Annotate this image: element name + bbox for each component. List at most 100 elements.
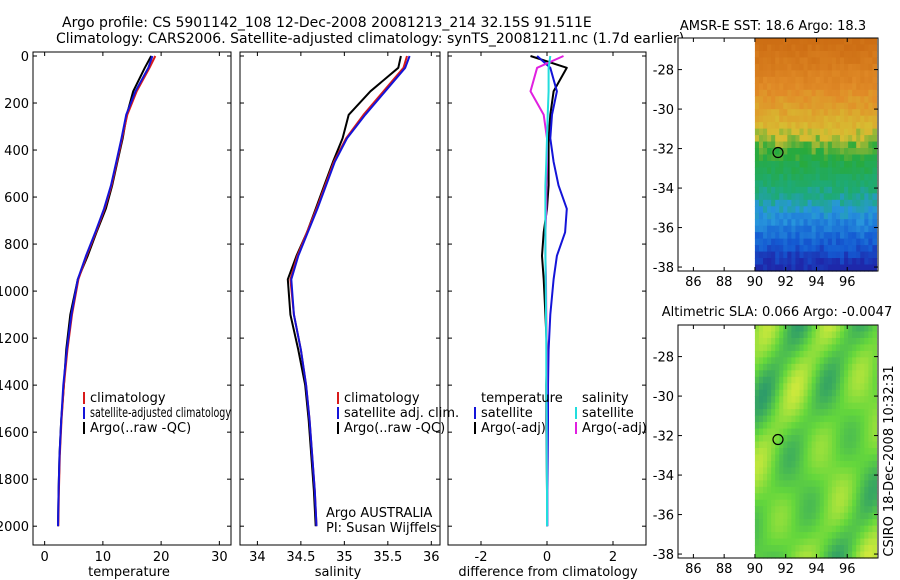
map-cell — [852, 173, 857, 181]
map-cell — [811, 251, 817, 259]
map-cell — [848, 467, 853, 475]
map-cell — [807, 396, 813, 404]
series-line — [544, 55, 552, 527]
map-cell — [831, 409, 837, 417]
map-cell — [783, 519, 788, 527]
map-cell — [763, 331, 768, 339]
map-cell — [819, 363, 825, 371]
map-cell — [819, 57, 825, 65]
map-cell — [771, 167, 776, 175]
map-cell — [771, 447, 776, 456]
map-cell — [835, 206, 841, 214]
map-cell — [779, 435, 784, 443]
map-cell — [835, 350, 841, 358]
map-cell — [779, 460, 784, 468]
map-cell — [860, 331, 865, 339]
map-cell — [775, 115, 780, 123]
map-cell — [783, 206, 788, 214]
map-cell — [831, 389, 837, 397]
map-cell — [860, 350, 865, 358]
legend-label: Argo(-adj) — [582, 421, 647, 436]
map-cell — [848, 441, 853, 449]
map-cell — [775, 160, 780, 169]
map-cell — [872, 115, 878, 123]
map-cell — [767, 160, 772, 169]
map-cell — [856, 148, 861, 156]
map-cell — [848, 493, 853, 501]
map-cell — [823, 493, 829, 501]
map-cell — [803, 135, 809, 143]
map-cell — [791, 402, 797, 410]
map-cell — [844, 109, 849, 117]
map-cell — [864, 402, 869, 410]
map-cell — [856, 122, 861, 130]
map-cell — [872, 415, 878, 423]
map-cell — [868, 122, 874, 130]
map-cell — [799, 370, 805, 378]
map-cell — [848, 512, 853, 520]
map-cell — [831, 206, 837, 214]
map-cell — [803, 122, 809, 130]
map-cell — [775, 447, 780, 456]
map-cell — [795, 493, 801, 501]
map-cell — [872, 167, 878, 175]
map-cell — [864, 219, 869, 227]
map-cell — [763, 219, 768, 227]
map-cell — [835, 232, 841, 240]
map-cell — [758, 225, 764, 233]
map-cell — [811, 219, 817, 227]
map-cell — [815, 337, 821, 346]
map-cell — [803, 396, 809, 404]
map-cell — [803, 109, 809, 117]
map-cell — [763, 486, 768, 494]
map-cell — [795, 264, 801, 272]
map-cell — [811, 238, 817, 246]
map-cell — [823, 519, 829, 527]
map-cell — [754, 331, 760, 339]
map-cell — [840, 122, 845, 130]
map-cell — [779, 206, 784, 214]
map-cell — [815, 173, 821, 181]
map-cell — [763, 473, 768, 481]
map-cell — [767, 402, 772, 410]
map-cell — [856, 141, 861, 149]
map-cell — [803, 76, 809, 84]
map-cell — [852, 154, 857, 162]
map-cell — [827, 251, 833, 259]
map-cell — [868, 428, 874, 436]
map-cell — [835, 212, 841, 220]
map-cell — [771, 350, 776, 358]
map-cell — [868, 258, 874, 266]
map-cell — [848, 422, 853, 430]
map-cell — [844, 89, 849, 97]
map-cell — [771, 225, 776, 233]
map-cell — [787, 70, 792, 78]
map-cell — [860, 551, 865, 559]
map-cell — [779, 499, 784, 507]
map-cell — [819, 63, 825, 71]
map-cell — [783, 148, 788, 156]
x-tick-label: 34.5 — [286, 550, 315, 565]
map-cell — [852, 264, 857, 272]
map-cell — [803, 102, 809, 110]
map-cell — [758, 402, 764, 410]
map-cell — [872, 512, 878, 520]
map-cell — [856, 167, 861, 175]
map-cell — [754, 493, 760, 501]
map-cell — [835, 173, 841, 181]
map-cell — [807, 264, 813, 272]
map-cell — [787, 480, 792, 488]
map-cell — [840, 538, 845, 546]
map-cell — [787, 225, 792, 233]
map-cell — [860, 44, 865, 52]
map-cell — [754, 76, 760, 84]
map-cell — [864, 480, 869, 488]
map-cell — [831, 357, 837, 365]
y-tick-label: 600 — [4, 191, 29, 206]
map-cell — [831, 486, 837, 494]
map-cell — [763, 383, 768, 391]
map-cell — [771, 325, 776, 333]
map-cell — [758, 102, 764, 110]
map-cell — [860, 370, 865, 378]
map-cell — [856, 480, 861, 488]
